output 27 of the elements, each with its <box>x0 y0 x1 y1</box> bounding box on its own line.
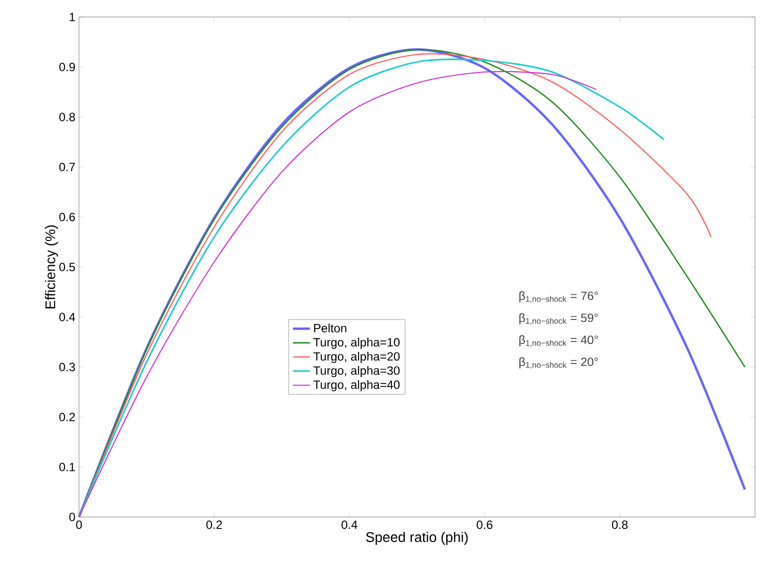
y-tick-label: 0.7 <box>59 162 75 172</box>
annotation: β$_{1,no−shock}$ = 40° <box>519 335 598 347</box>
x-tick-label: 0.4 <box>342 520 358 529</box>
y-tick-label: 0.4 <box>59 312 76 322</box>
y-tick-label: 0.2 <box>59 412 75 422</box>
y-tick-label: 0.9 <box>59 62 75 72</box>
legend-label: Pelton <box>314 324 346 332</box>
x-tick-label: 0.2 <box>206 520 222 529</box>
legend-label: Turgo, alpha=10 <box>313 338 400 349</box>
y-axis-title: Efficiency (%) <box>45 225 58 308</box>
y-tick-label: 0.1 <box>59 462 75 472</box>
x-tick-label: 0 <box>76 520 82 529</box>
x-tick-label: 0.8 <box>612 520 628 529</box>
y-tick-label: 0.5 <box>59 262 75 272</box>
legend-label: Turgo, alpha=20 <box>313 352 400 364</box>
x-tick-label: 0.6 <box>476 520 492 529</box>
x-axis-title: Speed ratio (phi) <box>366 532 468 545</box>
annotation: β$_{1,no−shock}$ = 20° <box>519 357 598 369</box>
legend-label: Turgo, alpha=40 <box>313 380 400 392</box>
y-tick-label: 0.6 <box>59 212 75 222</box>
annotation: β$_{1,no−shock}$ = 76° <box>519 291 598 303</box>
annotation: β$_{1,no−shock}$ = 59° <box>519 313 598 325</box>
legend-label: Turgo, alpha=30 <box>313 366 400 378</box>
y-tick-label: 0 <box>69 512 76 522</box>
y-tick-label: 0.3 <box>59 362 75 372</box>
y-tick-label: 1 <box>70 12 75 22</box>
y-tick-label: 0.8 <box>59 112 75 122</box>
